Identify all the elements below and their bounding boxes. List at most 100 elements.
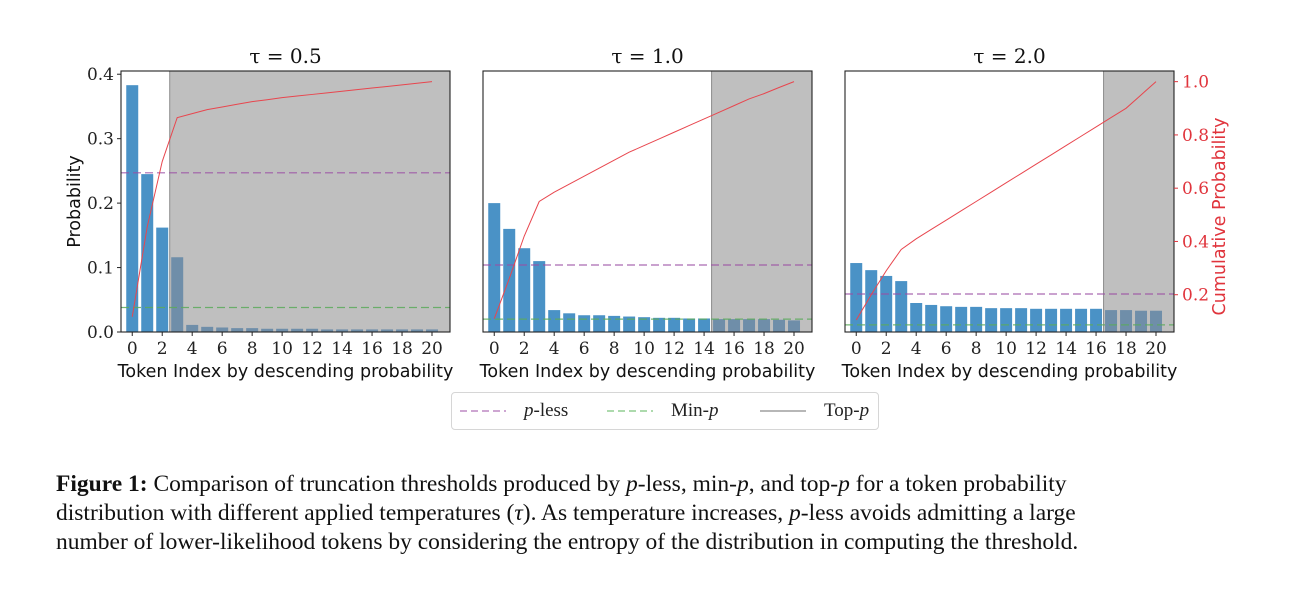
- bar: [1105, 310, 1117, 332]
- bar: [1060, 309, 1072, 332]
- bar: [1120, 310, 1132, 332]
- bar: [246, 328, 258, 332]
- x-tick-label: 12: [301, 339, 323, 359]
- x-tick-label: 2: [881, 339, 892, 359]
- x-tick-label: 6: [217, 339, 228, 359]
- panel-title: τ = 2.0: [973, 44, 1045, 68]
- top-p-excluded-region: [170, 71, 450, 332]
- legend-label: Min-p: [671, 400, 719, 422]
- caption-text: Comparison of truncation thresholds prod…: [148, 471, 626, 497]
- caption-text: ). As temperature increases,: [523, 500, 789, 526]
- x-tick-label: 16: [361, 339, 383, 359]
- x-tick-label: 4: [911, 339, 922, 359]
- bar: [1015, 308, 1027, 332]
- y2-axis-label: Cumulative Probability: [1210, 118, 1230, 316]
- y-tick-label: 0.4: [87, 65, 114, 85]
- x-tick-label: 0: [851, 339, 862, 359]
- caption-line-2: distribution with different applied temp…: [56, 499, 1256, 528]
- x-tick-label: 18: [753, 339, 775, 359]
- x-tick-label: 14: [331, 339, 353, 359]
- bar: [1090, 309, 1102, 332]
- bar: [940, 306, 952, 332]
- y-tick-label: 0.1: [87, 259, 114, 279]
- legend-item-top-p: Top-p: [760, 393, 869, 429]
- caption-line-1: Figure 1: Comparison of truncation thres…: [56, 470, 1256, 499]
- x-tick-label: 8: [247, 339, 258, 359]
- panel-3: τ = 2.002468101214161820Token Index by d…: [841, 44, 1230, 382]
- caption-text: -less avoids admitting a large: [801, 500, 1076, 526]
- bar: [743, 319, 755, 332]
- x-tick-label: 8: [971, 339, 982, 359]
- y2-tick-label: 0.2: [1182, 286, 1209, 306]
- caption-math: p: [838, 471, 850, 497]
- bar: [925, 305, 937, 332]
- bar: [533, 261, 545, 332]
- panel-title: τ = 0.5: [249, 44, 321, 68]
- x-tick-label: 20: [421, 339, 443, 359]
- legend-label-suffix: p: [709, 400, 719, 421]
- x-axis-label: Token Index by descending probability: [841, 362, 1178, 382]
- x-tick-label: 18: [391, 339, 413, 359]
- caption-text: for a token probability: [850, 471, 1067, 497]
- x-tick-label: 4: [549, 339, 560, 359]
- caption-text: number of lower-likelihood tokens by con…: [56, 529, 1078, 555]
- top-p-excluded-region: [1104, 71, 1174, 332]
- caption-text: -less, min-: [638, 471, 737, 497]
- bar: [1045, 309, 1057, 332]
- x-axis-label: Token Index by descending probability: [117, 362, 454, 382]
- bar: [186, 325, 198, 332]
- x-tick-label: 8: [609, 339, 620, 359]
- x-tick-label: 20: [783, 339, 805, 359]
- caption-math: p: [789, 500, 801, 526]
- y2-tick-label: 0.6: [1182, 179, 1209, 199]
- bar: [788, 320, 800, 332]
- figure-caption: Figure 1: Comparison of truncation thres…: [56, 470, 1256, 557]
- x-tick-label: 20: [1145, 339, 1167, 359]
- x-tick-label: 16: [1085, 339, 1107, 359]
- caption-text: , and top-: [749, 471, 838, 497]
- bar: [171, 257, 183, 332]
- x-tick-label: 4: [187, 339, 198, 359]
- x-tick-label: 0: [127, 339, 138, 359]
- top-p-excluded-region: [712, 71, 812, 332]
- dashed-line-icon: [460, 406, 506, 416]
- legend-label-prefix: Min-: [671, 400, 709, 421]
- bar: [1150, 311, 1162, 332]
- bar: [653, 318, 665, 332]
- bar: [201, 327, 213, 332]
- bar: [773, 320, 785, 332]
- x-tick-label: 2: [519, 339, 530, 359]
- bar: [1000, 308, 1012, 332]
- y-tick-label: 0.0: [87, 323, 114, 343]
- x-tick-label: 18: [1115, 339, 1137, 359]
- panel-1: τ = 0.502468101214161820Token Index by d…: [65, 44, 453, 382]
- x-tick-label: 6: [941, 339, 952, 359]
- bar: [503, 229, 515, 332]
- legend-label: p-less: [524, 400, 568, 422]
- x-tick-label: 2: [157, 339, 168, 359]
- x-tick-label: 10: [995, 339, 1017, 359]
- bar: [488, 203, 500, 332]
- bar: [231, 328, 243, 332]
- bar: [548, 310, 560, 332]
- y2-tick-label: 1.0: [1182, 73, 1209, 93]
- solid-line-icon: [760, 406, 806, 416]
- bar: [698, 318, 710, 332]
- bar: [758, 319, 770, 332]
- caption-line-3: number of lower-likelihood tokens by con…: [56, 528, 1256, 557]
- bar: [1135, 311, 1147, 332]
- legend: p-less Min-p Top-p: [451, 392, 879, 430]
- bar: [728, 319, 740, 332]
- y-axis-label: Probability: [65, 155, 85, 248]
- bar: [713, 319, 725, 332]
- y2-tick-label: 0.4: [1182, 232, 1209, 252]
- x-tick-label: 6: [579, 339, 590, 359]
- bar: [578, 315, 590, 332]
- bar: [880, 276, 892, 332]
- bar: [985, 308, 997, 332]
- bar: [1075, 309, 1087, 332]
- legend-label-suffix: p: [860, 400, 870, 421]
- x-tick-label: 14: [1055, 339, 1077, 359]
- bar: [955, 307, 967, 332]
- x-tick-label: 0: [489, 339, 500, 359]
